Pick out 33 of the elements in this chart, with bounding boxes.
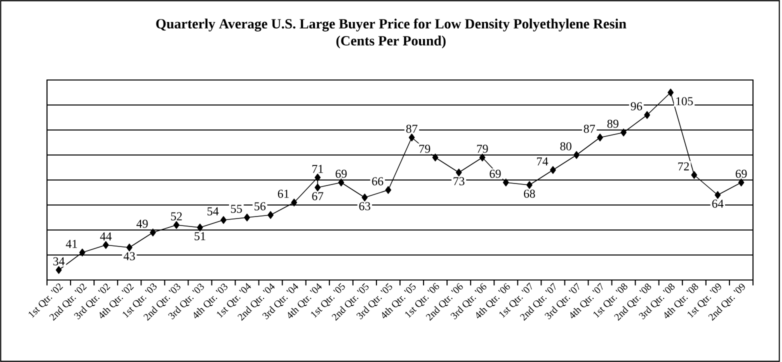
data-label: 61 bbox=[278, 190, 289, 198]
data-label: 44 bbox=[100, 232, 112, 240]
data-label: 105 bbox=[676, 97, 693, 106]
data-label: 49 bbox=[136, 220, 148, 228]
data-label: 80 bbox=[560, 142, 572, 150]
data-label: 87 bbox=[584, 124, 596, 133]
data-label: 67 bbox=[312, 192, 324, 200]
data-label: 68 bbox=[524, 190, 535, 198]
data-label: 87 bbox=[406, 124, 418, 133]
data-label: 55 bbox=[231, 204, 242, 213]
data-label: 96 bbox=[630, 102, 642, 110]
data-label: 64 bbox=[712, 200, 724, 208]
data-label: 63 bbox=[359, 202, 370, 210]
data-label: 73 bbox=[454, 177, 464, 186]
data-label: 89 bbox=[607, 120, 618, 128]
data-label: 79 bbox=[419, 144, 430, 153]
data-label: 41 bbox=[66, 240, 77, 248]
data-label: 74 bbox=[537, 157, 548, 166]
data-label: 69 bbox=[736, 170, 747, 178]
chart-title: Quarterly Average U.S. Large Buyer Price for Low Density Polyethylene Resin bbox=[156, 18, 626, 32]
data-label: 69 bbox=[336, 170, 347, 178]
data-label: 52 bbox=[171, 212, 182, 220]
data-label: 34 bbox=[53, 257, 65, 266]
chart-subtitle: (Cents Per Pound) bbox=[336, 36, 446, 48]
data-label: 56 bbox=[254, 202, 266, 210]
data-label: 79 bbox=[477, 144, 488, 153]
data-label: 54 bbox=[208, 207, 219, 216]
data-label: 43 bbox=[124, 252, 135, 260]
data-label: 71 bbox=[312, 164, 323, 173]
data-label: 66 bbox=[372, 177, 384, 186]
data-label: 51 bbox=[194, 232, 206, 240]
data-label: 69 bbox=[490, 170, 501, 178]
data-label: 72 bbox=[678, 162, 689, 170]
